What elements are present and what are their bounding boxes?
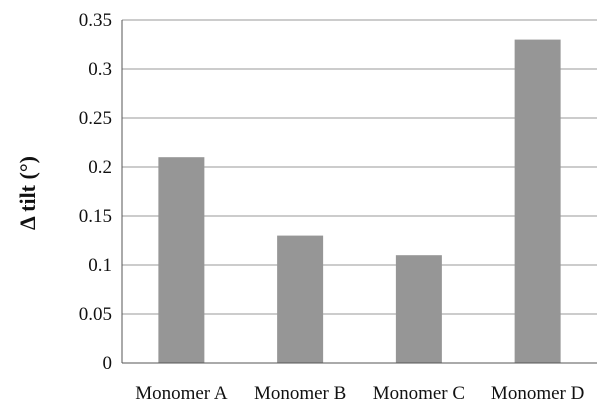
x-category-label: Monomer C: [373, 383, 465, 404]
y-tick-label: 0.35: [79, 10, 112, 31]
y-tick-label: 0.15: [79, 206, 112, 227]
y-tick-label: 0.3: [88, 59, 112, 80]
y-tick-label: 0: [103, 353, 113, 374]
x-category-labels: Monomer A Monomer B Monomer C Monomer D: [135, 383, 584, 404]
bar-monomer-b: [277, 235, 324, 363]
bar-monomer-d: [514, 39, 561, 363]
x-category-label: Monomer B: [254, 383, 346, 404]
x-category-label: Monomer A: [135, 383, 228, 404]
x-category-label: Monomer D: [491, 383, 584, 404]
y-tick-label: 0.1: [88, 255, 112, 276]
y-axis-title: Δ tilt (°): [15, 156, 40, 230]
y-tick-label: 0.05: [79, 304, 112, 325]
axes: [121, 20, 597, 364]
bar-monomer-a: [158, 157, 205, 363]
bar-monomer-c: [395, 255, 442, 363]
bars: [158, 39, 561, 363]
y-tick-label: 0.2: [88, 157, 112, 178]
y-tick-labels: 0 0.05 0.1 0.15 0.2 0.25 0.3 0.35: [79, 10, 112, 374]
y-tick-label: 0.25: [79, 108, 112, 129]
